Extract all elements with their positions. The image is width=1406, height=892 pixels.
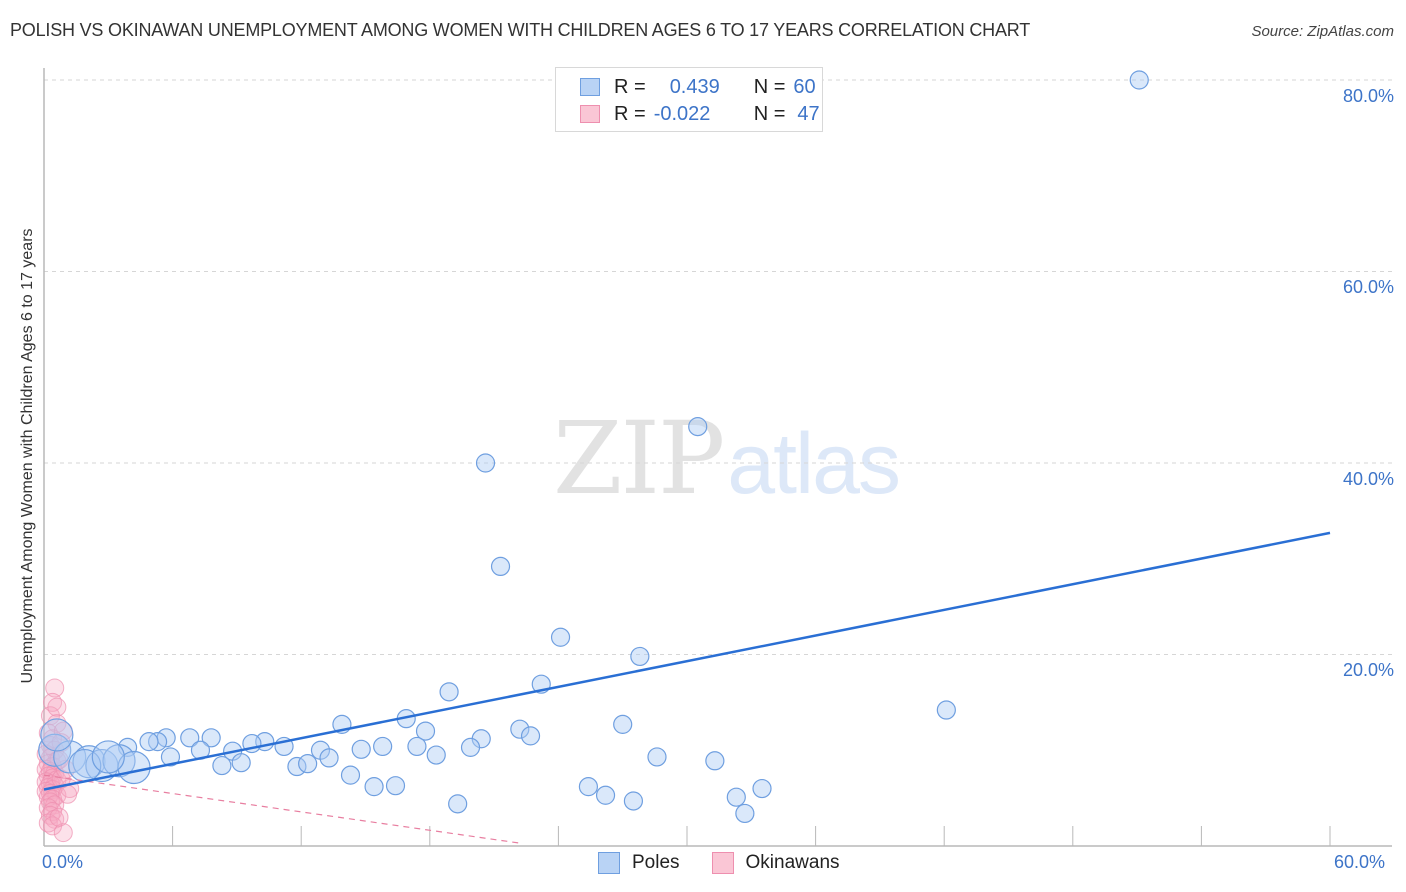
okinawans-point (45, 678, 65, 698)
gridlines (44, 79, 1392, 655)
poles-point (201, 728, 221, 748)
stats-row-poles: R = 0.439 N = 60 (580, 75, 816, 99)
poles-point (340, 765, 361, 785)
poles-swatch (580, 78, 600, 96)
poles-point (160, 747, 181, 767)
r-value-poles: 0.439 (669, 75, 720, 98)
watermark-zip: ZIP (553, 400, 725, 517)
poles-point (735, 803, 755, 824)
series-legend: Poles Okinawans (598, 852, 872, 874)
poles-point (53, 740, 87, 774)
poles-point (415, 721, 436, 741)
poles-point (319, 748, 339, 768)
y-tick-80: 80.0% (1342, 86, 1394, 106)
poles-point (287, 756, 307, 777)
poles-point (364, 777, 384, 797)
poles-point (460, 737, 481, 757)
poles-point (72, 745, 106, 779)
poles-point (688, 417, 708, 437)
r-label: R = (614, 102, 646, 125)
poles-point (439, 682, 459, 702)
watermark-atlas: atlas (727, 416, 901, 512)
poles-point (613, 714, 633, 734)
poles-point (510, 719, 530, 739)
y-axis-label: Unemployment Among Women with Children A… (19, 228, 36, 684)
poles-point (139, 732, 159, 752)
legend-item-poles[interactable]: Poles (598, 852, 680, 874)
poles-point (752, 778, 772, 799)
poles-trend-line (43, 531, 1331, 791)
poles-legend-swatch (598, 852, 620, 874)
poles-point (1129, 70, 1149, 90)
poles-point (705, 751, 725, 771)
r-value-okinawans: -0.022 (653, 102, 711, 125)
watermark: ZIPatlas (553, 400, 901, 517)
okinawans-point (47, 697, 67, 717)
poles-point (351, 739, 371, 759)
poles-point (647, 747, 667, 767)
y-tick-60: 60.0% (1342, 277, 1394, 297)
poles-point (91, 740, 125, 774)
n-label: N = (753, 75, 786, 98)
poles-point (623, 791, 644, 811)
legend-label-poles: Poles (632, 852, 680, 873)
poles-point (385, 776, 406, 796)
okinawans-point (53, 823, 73, 843)
okinawans-legend-swatch (711, 852, 734, 874)
n-value-okinawans: 47 (797, 102, 820, 125)
poles-points (38, 70, 1149, 824)
poles-point (180, 728, 200, 748)
poles-point (212, 755, 232, 776)
n-value-poles: 60 (793, 75, 816, 98)
x-tick-0: 0.0% (42, 852, 84, 872)
r-label: R = (614, 75, 646, 98)
y-tick-20: 20.0% (1342, 660, 1394, 680)
trend-lines (43, 531, 1331, 844)
poles-point (475, 453, 496, 473)
poles-point (426, 745, 446, 765)
poles-point (578, 777, 599, 797)
okinawans-point (49, 807, 69, 827)
poles-point (726, 787, 746, 807)
n-label: N = (753, 102, 786, 125)
poles-point (448, 794, 468, 814)
legend-item-okinawans[interactable]: Okinawans (711, 852, 840, 874)
poles-point (936, 700, 956, 720)
poles-point (490, 556, 511, 577)
poles-point (40, 718, 74, 752)
poles-point (407, 736, 427, 757)
okinawans-trend-line (43, 774, 520, 844)
stats-row-okinawans: R = -0.022 N = 47 (580, 102, 820, 126)
source-label: Source: ZipAtlas.com (1251, 23, 1394, 40)
chart-title: POLISH VS OKINAWAN UNEMPLOYMENT AMONG WO… (10, 20, 1031, 40)
legend-label-okinawans: Okinawans (745, 852, 840, 873)
okinawans-points (36, 678, 80, 843)
poles-point (595, 785, 616, 805)
axes (43, 68, 1392, 847)
poles-point (630, 646, 650, 667)
poles-point (298, 754, 318, 774)
okinawans-swatch (580, 105, 600, 123)
poles-point (520, 726, 541, 746)
poles-point (373, 736, 393, 757)
stats-legend: R = 0.439 N = 60 R = -0.022 N = 47 (555, 67, 823, 132)
y-tick-40: 40.0% (1342, 469, 1394, 489)
x-tick-60: 60.0% (1334, 852, 1386, 872)
poles-point (231, 753, 251, 773)
poles-point (550, 627, 571, 647)
